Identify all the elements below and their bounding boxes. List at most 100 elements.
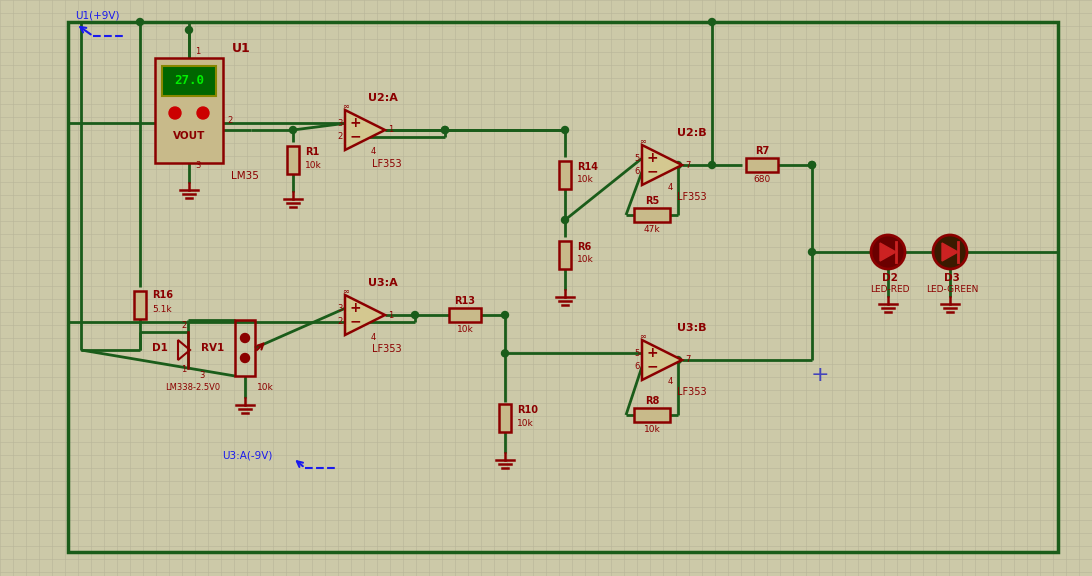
Text: 2: 2 — [337, 317, 343, 326]
Text: −: − — [646, 165, 657, 179]
Text: 2: 2 — [181, 321, 187, 330]
Bar — [287, 146, 299, 174]
Bar — [155, 58, 223, 163]
Circle shape — [186, 26, 192, 33]
Text: 7: 7 — [686, 161, 690, 169]
Text: ∞: ∞ — [640, 137, 646, 146]
Text: 2: 2 — [337, 132, 343, 141]
Text: 27.0: 27.0 — [174, 74, 204, 88]
Circle shape — [933, 235, 968, 269]
Circle shape — [441, 127, 449, 134]
Circle shape — [675, 357, 681, 363]
Circle shape — [197, 107, 209, 119]
Text: 5: 5 — [634, 349, 640, 358]
Polygon shape — [642, 145, 682, 185]
Bar — [634, 408, 670, 422]
Text: LF353: LF353 — [677, 192, 707, 202]
Bar — [634, 208, 670, 222]
Text: ∞: ∞ — [343, 286, 349, 295]
Text: 10k: 10k — [577, 176, 594, 184]
Text: 10k: 10k — [643, 425, 661, 434]
Circle shape — [808, 161, 816, 169]
Text: 10k: 10k — [456, 324, 473, 334]
Text: LED-GREEN: LED-GREEN — [926, 285, 978, 294]
Text: 5.1k: 5.1k — [152, 305, 171, 314]
Text: −: − — [646, 359, 657, 374]
Text: R10: R10 — [517, 406, 538, 415]
Circle shape — [709, 161, 715, 169]
Circle shape — [808, 248, 816, 256]
Bar — [559, 241, 571, 269]
Circle shape — [501, 350, 509, 357]
Text: U1: U1 — [232, 41, 250, 55]
Text: R5: R5 — [645, 196, 660, 206]
Circle shape — [240, 334, 249, 343]
Circle shape — [289, 127, 297, 134]
Text: R1: R1 — [305, 147, 319, 157]
Text: 7: 7 — [686, 355, 690, 365]
Circle shape — [675, 161, 681, 169]
Text: U3:B: U3:B — [677, 323, 707, 333]
Polygon shape — [942, 243, 958, 261]
Circle shape — [412, 312, 418, 319]
Circle shape — [240, 354, 249, 362]
Text: 3: 3 — [337, 119, 343, 128]
Text: 1: 1 — [389, 126, 393, 135]
Text: R8: R8 — [644, 396, 660, 406]
Text: +: + — [349, 301, 360, 315]
Text: U2:A: U2:A — [368, 93, 397, 103]
Circle shape — [441, 127, 449, 134]
Text: 4: 4 — [370, 332, 376, 342]
Text: U3:A: U3:A — [368, 278, 397, 288]
Circle shape — [561, 127, 569, 134]
Circle shape — [501, 312, 509, 319]
Text: 3: 3 — [200, 371, 204, 380]
Text: +: + — [810, 365, 829, 385]
Circle shape — [169, 107, 181, 119]
Polygon shape — [345, 295, 385, 335]
Text: ∞: ∞ — [343, 101, 349, 111]
Text: 6: 6 — [634, 167, 640, 176]
Text: 3: 3 — [337, 304, 343, 313]
Text: 6: 6 — [634, 362, 640, 371]
Text: U1(+9V): U1(+9V) — [75, 11, 119, 21]
Text: R13: R13 — [454, 296, 475, 306]
Bar — [746, 158, 778, 172]
Text: 4: 4 — [667, 183, 673, 191]
Text: RV1: RV1 — [201, 343, 225, 353]
Bar — [235, 320, 256, 376]
Text: 1: 1 — [195, 47, 200, 56]
Text: LF353: LF353 — [677, 387, 707, 397]
Bar — [162, 66, 216, 96]
Text: 10k: 10k — [517, 419, 534, 428]
Text: D1: D1 — [152, 343, 168, 353]
Text: LM338-2.5V0: LM338-2.5V0 — [165, 383, 221, 392]
Text: R6: R6 — [577, 242, 591, 252]
Text: 4: 4 — [370, 147, 376, 157]
Circle shape — [808, 161, 816, 169]
Text: 1: 1 — [389, 310, 393, 320]
Text: −: − — [349, 314, 360, 329]
Text: 1: 1 — [181, 365, 187, 374]
Polygon shape — [345, 110, 385, 150]
Bar — [499, 404, 511, 433]
Text: D3: D3 — [945, 273, 960, 283]
Text: ∞: ∞ — [640, 332, 646, 340]
Text: LF353: LF353 — [372, 159, 402, 169]
Text: 5: 5 — [634, 154, 640, 163]
Text: +: + — [646, 346, 657, 361]
Text: +: + — [349, 116, 360, 130]
Text: LED-RED: LED-RED — [870, 285, 910, 294]
Text: U3:A(-9V): U3:A(-9V) — [222, 451, 272, 461]
Text: 680: 680 — [753, 175, 771, 184]
Bar — [449, 308, 480, 322]
Text: R16: R16 — [152, 290, 173, 300]
Text: D2: D2 — [882, 273, 898, 283]
Text: 47k: 47k — [643, 225, 661, 233]
Text: LM35: LM35 — [232, 171, 259, 181]
Text: VOUT: VOUT — [173, 131, 205, 141]
Polygon shape — [642, 340, 682, 380]
Text: 2: 2 — [227, 116, 233, 125]
Bar — [134, 291, 146, 319]
Circle shape — [709, 18, 715, 25]
